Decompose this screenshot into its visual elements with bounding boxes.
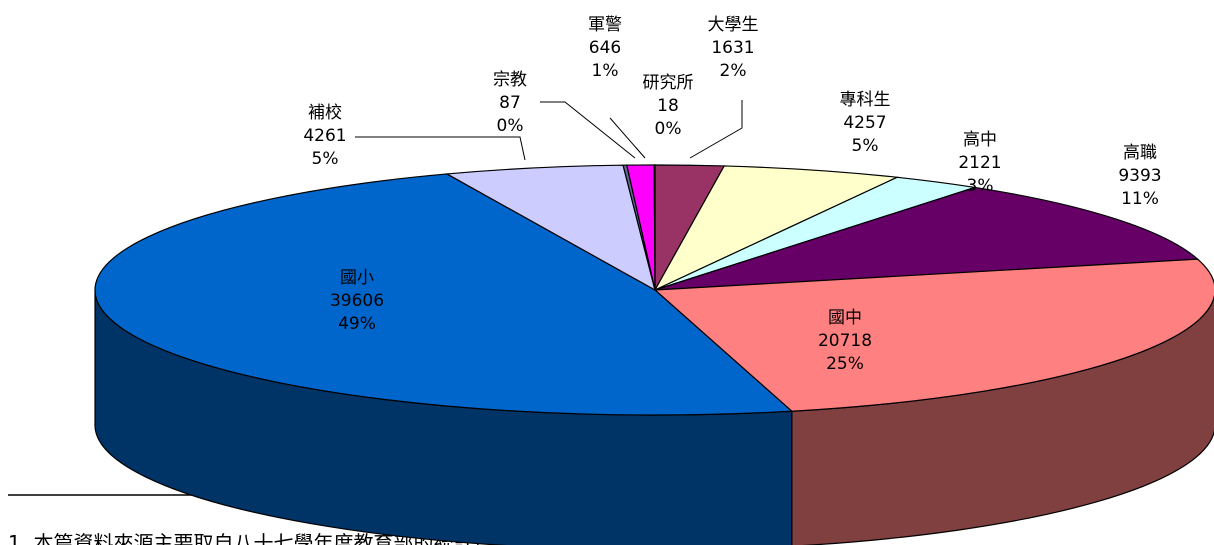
- slice-value: 646: [589, 38, 621, 58]
- slice: [654, 186, 1200, 291]
- pie: [94, 164, 1214, 545]
- slice-value: 18: [657, 96, 679, 116]
- slice-label: 軍警: [588, 15, 622, 35]
- slice-value: 2121: [958, 153, 1001, 173]
- slice-value: 20718: [818, 331, 872, 351]
- slice-percent: 5%: [852, 136, 879, 156]
- slice-value: 4261: [303, 126, 346, 146]
- leader-line: [540, 101, 636, 159]
- slice-label: 專科生: [840, 90, 891, 110]
- slice-percent: 0%: [655, 119, 682, 139]
- leader-line: [609, 117, 646, 159]
- slice: [444, 164, 656, 292]
- slice-percent: 49%: [338, 314, 376, 334]
- slice-percent: 3%: [967, 176, 994, 196]
- slice-percent: 2%: [720, 61, 747, 81]
- slice-label: 宗教: [493, 70, 527, 90]
- slice-label: 高職: [1123, 143, 1157, 163]
- slice-value: 87: [499, 93, 521, 113]
- slice-label: 國中: [828, 308, 862, 328]
- leader-lines: [355, 100, 743, 161]
- slice: [653, 164, 656, 291]
- slice-percent: 5%: [312, 149, 339, 169]
- leader-line: [355, 136, 526, 161]
- slice-percent: 25%: [826, 354, 864, 374]
- leader-line: [689, 100, 743, 159]
- slice-percent: 0%: [497, 116, 524, 136]
- labels: 大學生 1631 2% 專科生 4257 5% 高中 2121 3% 高職 9393 11% 國中 207…: [303, 15, 1161, 374]
- slice-value: 9393: [1118, 166, 1161, 186]
- slice-label: 高中: [963, 130, 997, 150]
- slice-percent: 1%: [592, 61, 619, 81]
- slice-label: 研究所: [643, 73, 694, 93]
- slice: [653, 165, 900, 292]
- slice: [94, 173, 794, 416]
- slice-percent: 11%: [1121, 189, 1159, 209]
- slice-label: 大學生: [708, 15, 759, 35]
- slice-label: 補校: [308, 103, 342, 123]
- slice-label: 國小: [340, 268, 374, 288]
- slice-value: 1631: [711, 38, 754, 58]
- slice: [653, 258, 1214, 412]
- slice-value: 4257: [843, 113, 886, 133]
- slice-value: 39606: [330, 291, 384, 311]
